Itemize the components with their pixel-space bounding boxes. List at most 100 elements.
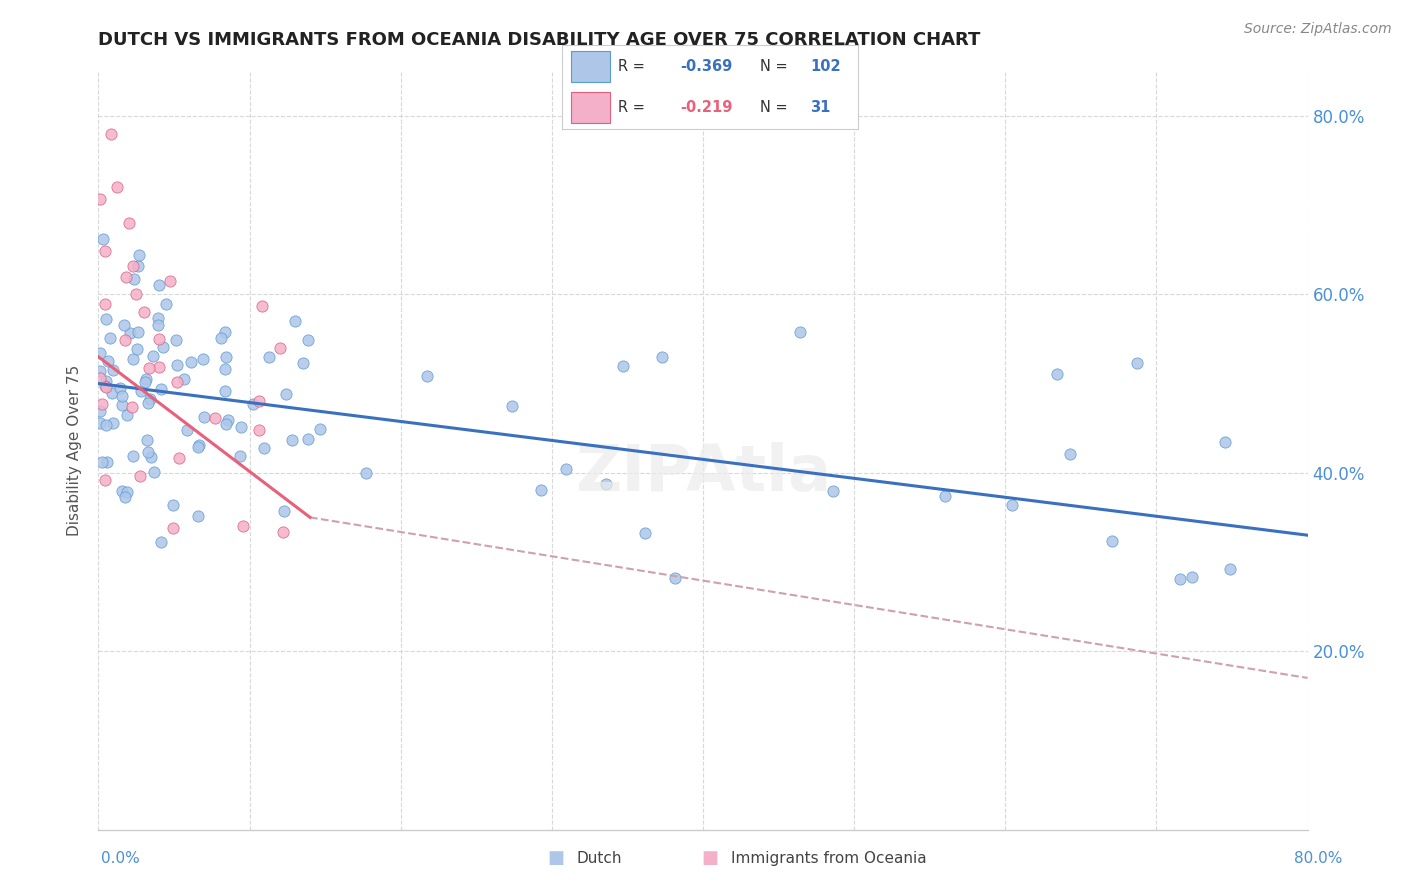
Point xyxy=(122,271,145,285)
Point xyxy=(273,504,295,518)
Point xyxy=(89,192,111,206)
Point xyxy=(247,423,270,437)
Point xyxy=(789,325,811,339)
Point xyxy=(155,296,177,310)
Point xyxy=(110,381,132,395)
Point xyxy=(162,520,184,534)
Point xyxy=(146,318,169,332)
Point xyxy=(139,450,162,464)
Point xyxy=(530,483,553,498)
Text: R =: R = xyxy=(619,59,650,74)
Point xyxy=(634,525,657,540)
Point xyxy=(1126,356,1149,370)
Point xyxy=(139,392,162,406)
Point xyxy=(1059,447,1081,461)
Point xyxy=(89,371,111,385)
Point xyxy=(127,325,149,339)
Point xyxy=(292,356,315,370)
Point xyxy=(187,440,209,454)
Point xyxy=(284,313,307,327)
Point xyxy=(152,340,174,354)
Point xyxy=(166,376,188,390)
Point xyxy=(231,420,253,434)
Text: ZIPAtla: ZIPAtla xyxy=(575,442,831,504)
Point xyxy=(94,244,117,259)
Point xyxy=(101,385,124,400)
Point xyxy=(180,354,202,368)
Point xyxy=(142,350,165,364)
Text: -0.219: -0.219 xyxy=(681,100,733,115)
Point xyxy=(150,535,173,549)
Point xyxy=(114,269,136,284)
Point xyxy=(94,380,117,394)
Point xyxy=(612,359,634,374)
Text: R =: R = xyxy=(619,100,650,115)
Point xyxy=(148,332,170,346)
Point xyxy=(215,350,238,364)
Point xyxy=(150,382,173,396)
Text: 80.0%: 80.0% xyxy=(1295,851,1343,865)
Point xyxy=(128,247,150,261)
Point xyxy=(309,422,332,436)
Point xyxy=(93,297,115,311)
Point xyxy=(97,354,120,368)
Text: Source: ZipAtlas.com: Source: ZipAtlas.com xyxy=(1244,22,1392,37)
Point xyxy=(232,518,254,533)
Point xyxy=(127,343,149,357)
Point xyxy=(94,473,117,487)
Point xyxy=(204,410,226,425)
Text: ■: ■ xyxy=(702,849,718,867)
Point xyxy=(271,525,294,540)
Point xyxy=(242,397,264,411)
Point xyxy=(416,368,439,383)
Point xyxy=(105,180,128,194)
Point xyxy=(138,361,160,376)
Bar xyxy=(571,52,610,82)
Point xyxy=(1000,498,1022,512)
Point xyxy=(111,398,134,412)
Point xyxy=(100,127,122,141)
Bar xyxy=(571,92,610,122)
Point xyxy=(297,333,319,347)
Point xyxy=(111,389,134,403)
Point xyxy=(166,358,188,372)
Text: ■: ■ xyxy=(547,849,564,867)
Point xyxy=(91,455,114,469)
Point xyxy=(269,341,291,355)
Text: DUTCH VS IMMIGRANTS FROM OCEANIA DISABILITY AGE OVER 75 CORRELATION CHART: DUTCH VS IMMIGRANTS FROM OCEANIA DISABIL… xyxy=(98,31,981,49)
Point xyxy=(90,396,112,410)
Point xyxy=(121,351,143,366)
Point xyxy=(214,325,236,339)
Point xyxy=(127,260,149,274)
Point xyxy=(162,498,184,512)
Point xyxy=(129,384,152,399)
Point xyxy=(934,489,956,503)
Point xyxy=(1219,562,1241,576)
Point xyxy=(112,318,135,332)
Point xyxy=(89,364,111,378)
Point xyxy=(247,394,270,409)
Point xyxy=(176,423,198,437)
Point xyxy=(1168,572,1191,586)
Point xyxy=(142,465,165,479)
Text: N =: N = xyxy=(761,100,793,115)
Point xyxy=(101,363,124,377)
Point xyxy=(89,403,111,417)
Point xyxy=(114,334,136,348)
Point xyxy=(193,409,215,424)
Point xyxy=(1215,434,1237,449)
Point xyxy=(229,450,252,464)
Point xyxy=(274,387,297,401)
Point xyxy=(187,437,209,451)
Point xyxy=(169,450,191,465)
Point xyxy=(217,413,239,427)
Point xyxy=(111,484,134,499)
Text: N =: N = xyxy=(761,59,793,74)
Point xyxy=(250,299,273,313)
Point xyxy=(121,401,143,415)
Text: 31: 31 xyxy=(810,100,831,115)
Point xyxy=(214,361,236,376)
Text: Dutch: Dutch xyxy=(576,851,621,865)
Point xyxy=(595,476,617,491)
Point xyxy=(187,509,209,524)
